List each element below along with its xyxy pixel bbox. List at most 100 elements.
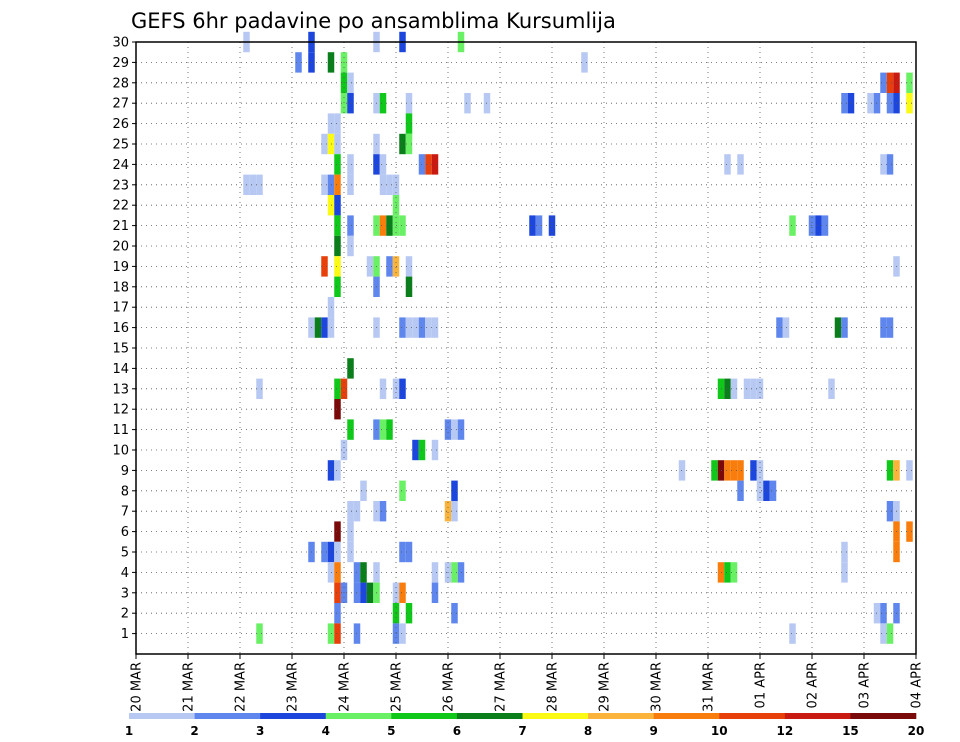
heatmap-cell [867,93,874,114]
heatmap-cell [431,154,439,175]
legend-swatch [129,713,195,719]
y-tick-label: 23 [112,178,129,193]
y-tick-label: 4 [121,566,129,581]
legend-swatch [194,713,261,719]
heatmap-cell [256,378,263,399]
heatmap-cell [386,256,393,277]
heatmap-cell [750,378,757,399]
heatmap-cell [906,521,913,542]
heatmap-cell [366,582,374,603]
legend-swatch [784,713,851,719]
legend-swatch [260,713,327,719]
heatmap-cell [347,419,354,440]
legend-swatch [522,713,589,719]
heatmap-cell [347,358,354,379]
heatmap-cell [347,235,354,257]
legend-label: 3 [256,724,264,738]
heatmap-cell [340,378,348,399]
heatmap-cell [730,460,738,481]
heatmap-cell [347,72,354,93]
heatmap-cell [347,215,354,236]
heatmap-cell [379,215,387,236]
y-tick-label: 10 [112,444,129,459]
heatmap-cell [334,603,341,624]
heatmap-cell [880,72,887,93]
x-tick-label: 21 MAR [182,662,197,712]
heatmap-cell [334,113,341,134]
x-tick-label: 20 MAR [130,662,145,712]
y-tick-label: 30 [112,36,129,51]
heatmap-cell [756,480,764,501]
heatmap-cell [347,154,354,175]
legend-swatch [588,713,654,719]
heatmap-cell [841,562,848,583]
heatmap-cell [379,378,387,399]
heatmap-cell [841,541,848,563]
heatmap-cell [880,603,887,624]
heatmap-cell [711,460,718,481]
heatmap-cell [880,154,887,175]
y-tick-label: 17 [112,301,129,316]
y-tick-label: 13 [112,382,129,397]
heatmap-cell [841,317,848,338]
heatmap-cell [347,174,354,195]
heatmap-cell [834,317,842,338]
heatmap-cell [386,419,393,440]
x-tick-label: 26 MAR [442,662,457,712]
x-tick-label: 02 APR [806,662,821,708]
legend-swatch [719,713,786,719]
heatmap-cell [444,419,452,440]
heatmap-cell [405,256,413,277]
heatmap-cell [444,501,452,522]
heatmap-cell [451,480,458,501]
heatmap-cell [379,154,387,175]
y-tick-label: 7 [121,505,129,520]
x-tick-label: 03 APR [858,662,873,708]
heatmap-cell [724,460,731,481]
heatmap-cell [321,256,328,277]
heatmap-cell [399,215,406,236]
y-tick-label: 22 [112,199,129,214]
legend-label: 20 [908,724,925,738]
legend-label: 12 [776,724,793,738]
heatmap-cell [886,72,894,93]
heatmap-cell [886,460,894,481]
chart-title: GEFS 6hr padavine po ansamblima Kursumli… [131,9,616,33]
x-tick-label: 24 MAR [338,662,353,712]
heatmap-cell [724,562,731,583]
y-tick-label: 21 [112,219,129,234]
heatmap-cell [314,317,322,338]
y-tick-label: 24 [112,158,129,173]
y-tick-label: 18 [112,280,129,295]
y-tick-label: 16 [112,321,129,336]
heatmap-cell [451,419,458,440]
heatmap-cell [789,623,796,644]
heatmap-cell [321,541,328,563]
legend-label: 9 [649,724,657,738]
legend-label: 4 [322,724,330,738]
heatmap-cell [737,460,744,481]
heatmap-cell [347,501,354,522]
heatmap-cell [750,460,757,481]
legend: 1 2 3 4 5 6 7 8 9 10 12 15 20 [125,713,925,738]
x-tick-label: 01 APR [754,662,769,708]
x-tick-label: 25 MAR [390,662,405,712]
heatmap-cell [431,562,439,583]
y-tick-label: 3 [121,586,129,601]
heatmap-cell [334,399,341,420]
legend-label: 2 [190,724,198,738]
heatmap-cell [431,582,439,603]
heatmap-cell [334,256,341,277]
heatmap-cell [841,93,848,114]
heatmap-cell [412,439,419,461]
heatmap-cell [334,521,341,542]
heatmap-cell [431,439,439,461]
heatmap-cell [366,256,374,277]
heatmap-cell [425,154,432,175]
x-axis: 20 MAR 21 MAR 22 MAR 23 MAR 24 MAR 25 MAR 26 M… [130,654,925,712]
heatmap-cell [347,93,354,114]
heatmap-cell [334,276,341,297]
legend-swatch [850,713,917,719]
legend-label: 10 [711,724,728,738]
heatmap-cell [906,460,913,481]
